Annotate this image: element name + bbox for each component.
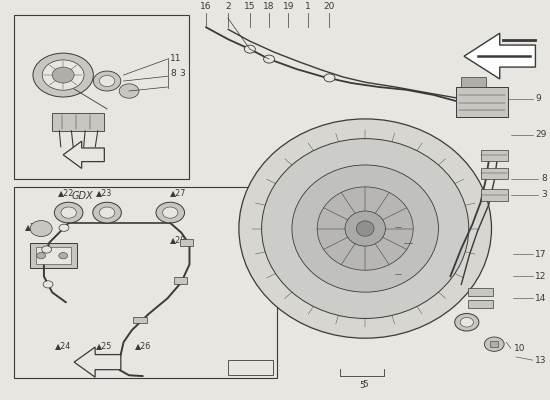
Text: 9: 9 [536,94,541,104]
Circle shape [43,281,53,288]
Circle shape [59,224,69,231]
Ellipse shape [262,139,469,318]
Ellipse shape [356,221,374,236]
Polygon shape [63,141,104,168]
Text: 12: 12 [536,272,547,281]
Text: 1: 1 [305,2,310,11]
Bar [30,242,77,268]
Text: 11: 11 [170,54,182,63]
Circle shape [52,67,74,83]
Polygon shape [74,347,121,377]
Text: 20: 20 [324,2,335,11]
Circle shape [94,71,121,91]
Text: 2: 2 [225,2,230,11]
Text: 10: 10 [514,344,525,353]
Circle shape [42,246,52,253]
Circle shape [61,207,76,218]
Text: 15: 15 [244,2,256,11]
Circle shape [37,252,46,259]
Circle shape [54,202,83,223]
Bar [134,317,147,324]
Text: 19: 19 [283,2,294,11]
Text: ▲=21: ▲=21 [230,363,254,372]
Ellipse shape [292,165,438,292]
Circle shape [33,53,94,97]
Bar [461,77,486,87]
Text: ▲23: ▲23 [25,222,41,230]
Bar [481,168,508,179]
Circle shape [30,220,52,236]
Text: ▲27: ▲27 [170,188,186,197]
Bar [481,190,508,201]
Bar [52,113,104,131]
Circle shape [244,45,255,53]
Text: 5: 5 [362,380,368,388]
Text: ▲28: ▲28 [170,236,186,244]
Circle shape [485,337,504,351]
Circle shape [59,252,68,259]
Text: 16: 16 [200,2,212,11]
Bar [468,288,493,296]
Text: ▲25: ▲25 [96,341,113,350]
Circle shape [455,314,479,331]
Bar [481,150,508,161]
Text: 14: 14 [536,294,547,303]
Bar [36,246,72,264]
Ellipse shape [239,119,492,338]
Circle shape [163,207,178,218]
Circle shape [42,60,84,90]
Circle shape [100,76,115,87]
Bar [228,360,273,375]
Polygon shape [464,33,536,79]
Text: 3: 3 [179,68,185,78]
Text: ▲24: ▲24 [55,341,71,350]
Bar [180,239,193,246]
Bar [14,187,277,378]
Text: 8: 8 [541,174,547,183]
Text: ▲22: ▲22 [58,188,74,197]
Text: 29: 29 [536,130,547,139]
Bar [491,341,498,347]
Text: 7: 7 [404,270,409,279]
Text: 6: 6 [415,238,420,247]
Circle shape [460,318,474,327]
Text: 5: 5 [360,381,365,390]
Circle shape [263,55,274,63]
Ellipse shape [317,187,413,270]
Text: 13: 13 [536,356,547,365]
Text: 8: 8 [170,68,176,78]
Bar [14,15,189,179]
Bar [456,87,508,117]
Text: ▲26: ▲26 [135,341,151,350]
Circle shape [156,202,184,223]
Text: 18: 18 [263,2,275,11]
Circle shape [100,207,115,218]
Text: 4: 4 [404,222,409,231]
Text: 3: 3 [541,190,547,199]
Text: GDX: GDX [72,191,93,201]
Bar [468,300,493,308]
Text: ▲23: ▲23 [96,188,112,197]
Circle shape [324,74,335,82]
Circle shape [119,84,139,98]
Circle shape [93,202,122,223]
Bar [174,277,186,284]
Text: 17: 17 [536,250,547,259]
Ellipse shape [345,211,386,246]
